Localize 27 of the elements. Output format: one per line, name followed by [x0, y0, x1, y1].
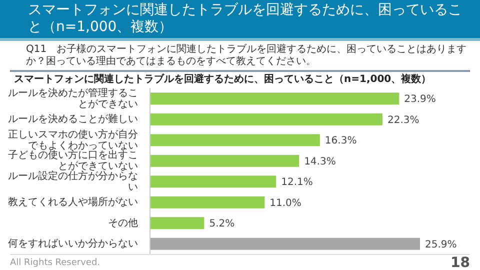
data-label: 12.1%	[281, 177, 313, 188]
text: All Rights Reserved.	[10, 258, 100, 268]
data-label: 16.3%	[324, 136, 357, 147]
data-label: 25.9%	[425, 239, 457, 250]
bar	[150, 134, 320, 146]
y-tick-label: 何をすればいいか分からない	[8, 237, 138, 250]
bar	[150, 217, 204, 230]
y-tick-label: ルール設定の仕方が分からない	[8, 170, 138, 193]
text: 18	[450, 255, 470, 270]
y-tick-label: ルールを決めたが管理することができない	[8, 86, 138, 110]
chart-title: スマートフォンに関連したトラブルを回避するために、困っていること（n=1,000、複数）	[13, 72, 432, 86]
data-label: 23.9%	[404, 94, 436, 106]
chart-subtitle: Q11 お子様のスマートフォンに関連したトラブルを回避するために、困っていることはありますか？困っている理由であてはまるものをすべて教えてください。	[25, 42, 468, 69]
y-tick-label: ルールを決めることが難しい	[8, 112, 138, 125]
data-label: 14.3%	[304, 156, 336, 168]
data-label: 11.0%	[270, 198, 302, 209]
bar	[150, 113, 382, 126]
y-tick-label: その他	[108, 216, 138, 229]
bar	[150, 238, 420, 250]
data-label: 22.3%	[387, 114, 420, 126]
bar	[150, 176, 276, 188]
text: スマートフォンに関連したトラブルを回避するために、困っていること（n=1,000、複数）	[0, 0, 480, 41]
data-label: 5.2%	[209, 218, 235, 230]
bar	[150, 154, 300, 167]
y-tick-label: 教えてくれる人や場所がない	[8, 196, 138, 208]
bar	[150, 196, 265, 208]
bar	[150, 92, 400, 105]
